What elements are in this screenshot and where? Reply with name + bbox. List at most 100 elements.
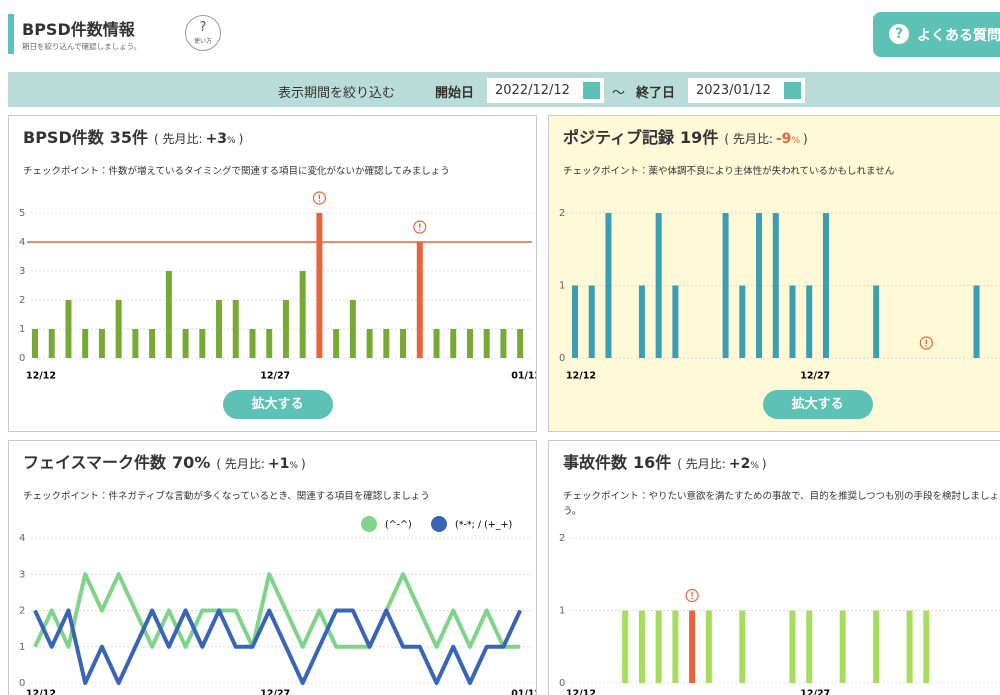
panel-total: 16件 [633,453,672,472]
chart: 0 1 2 12/12 12/27 [559,208,1000,382]
alert-circle [919,336,933,350]
y-tick-label: 4 [19,533,25,544]
panel-title-row: 事故件数 16件 ( 先月比: +2%) [563,449,767,473]
bar [655,610,662,683]
y-tick-label: 2 [559,208,565,219]
panel-total: 19件 [680,128,719,147]
line-series [33,572,521,649]
end-date-select[interactable]: 2023/01/12 [688,78,805,103]
bar [383,329,390,358]
chart-panel: 0 1 2 3 4 12/12 12/27 01/12 (^-^) (*-*; / (+_+) フェ… [8,440,537,695]
help-label: 使い方 [193,38,212,45]
x-tick-label: 01/12 [511,371,537,382]
comparison: ( 先月比: +1%) [216,455,305,472]
y-tick-label: 2 [19,606,25,617]
panel-title-row: フェイスマーク件数 70% ( 先月比: +1%) [23,449,306,473]
y-tick-label: 2 [559,533,565,544]
end-label: 終了日 [636,86,676,101]
legend-label: (^-^) [385,520,412,531]
bar [483,329,490,358]
chart-panel: 0 1 2 3 4 5 12/12 12/27 01/12 BPSD件数 35件 ( 先月比:+3%)… [8,115,537,432]
bar [672,285,679,358]
help-button[interactable]: ? 使い方 [185,15,221,51]
chart: 0 1 2 3 4 12/12 12/27 01/12 (^-^) (*-*; / (+_+) [19,516,536,695]
bar [572,285,578,358]
comparison-suffix: ) [238,132,244,146]
comparison-value: +3 [205,131,228,147]
bar [588,285,595,358]
chart: 0 1 2 12/12 12/27 [559,533,1000,695]
y-tick-label: 0 [559,678,565,689]
bar [165,271,172,358]
bar [739,285,746,358]
bar [132,329,139,358]
bar [416,242,423,358]
y-tick-label: 1 [559,606,565,617]
bar [433,329,440,358]
y-tick-label: 1 [19,642,25,653]
alert-dot [691,597,693,600]
bar [199,329,206,358]
alert-dot [418,229,421,231]
alert-circle [413,220,427,234]
x-tick-label: 12/12 [26,371,56,382]
bar [739,610,746,683]
faq-button[interactable]: ? よくある質問 [873,12,1000,57]
chart: 0 1 2 3 4 5 12/12 12/27 01/12 [19,191,537,382]
x-tick-label: 12/12 [26,689,56,695]
comparison-unit: % [750,461,759,471]
panel-title: 事故件数 [563,453,628,472]
panel-total: 70% [172,453,211,472]
start-date-select[interactable]: 2022/12/12 [487,78,604,103]
bar [839,610,846,683]
panel-title: ポジティブ記録 [563,128,675,147]
bar [806,285,813,358]
bar [400,329,407,358]
bar [149,329,156,358]
comparison-unit: % [227,136,236,146]
bar [622,610,629,683]
y-tick-label: 0 [19,353,25,364]
comparison-unit: % [791,136,800,146]
bar [873,285,880,358]
y-tick-label: 0 [559,353,565,364]
bar [873,610,880,683]
alert-icon [413,220,427,234]
bar [48,329,55,358]
bar [182,329,189,358]
comparison-value: +1 [267,456,290,472]
dropdown-icon [784,82,801,99]
bar [973,285,980,358]
panel-title: BPSD件数 [23,128,104,147]
bar [789,285,796,358]
bar [672,610,679,683]
bar [232,300,239,358]
end-date: 2023/01/12 [696,83,771,98]
checkpoint: チェックポイント：薬や体調不良により主体性が失われているかもしれません [563,166,895,177]
bar [266,329,273,358]
help-icon: ? [199,20,207,35]
checkpoint: チェックポイント：件ネガティブな言動が多くなっているとき、関連する項目を確認しま… [23,491,430,502]
bar [366,329,373,358]
bar [450,329,457,358]
y-tick-label: 2 [19,295,25,306]
bar [822,213,829,358]
page-title: BPSD件数情報 [22,20,135,39]
checkpoint: チェックポイント：件数が増えているタイミングで関連する項目に変化がないか確認して… [23,166,450,177]
bar [756,213,763,358]
y-tick-label: 0 [19,678,25,689]
bar [605,213,612,358]
expand-button[interactable]: 拡大する [762,390,873,419]
bar [705,610,712,683]
bar [333,329,340,358]
comparison-value: -9 [775,131,792,147]
x-tick-label: 12/12 [566,371,596,382]
expand-button[interactable]: 拡大する [222,390,333,419]
bar [689,610,696,683]
separator: 〜 [612,86,626,101]
start-label: 開始日 [435,86,475,101]
bar [249,329,256,358]
bar [98,329,105,358]
bar [349,300,356,358]
